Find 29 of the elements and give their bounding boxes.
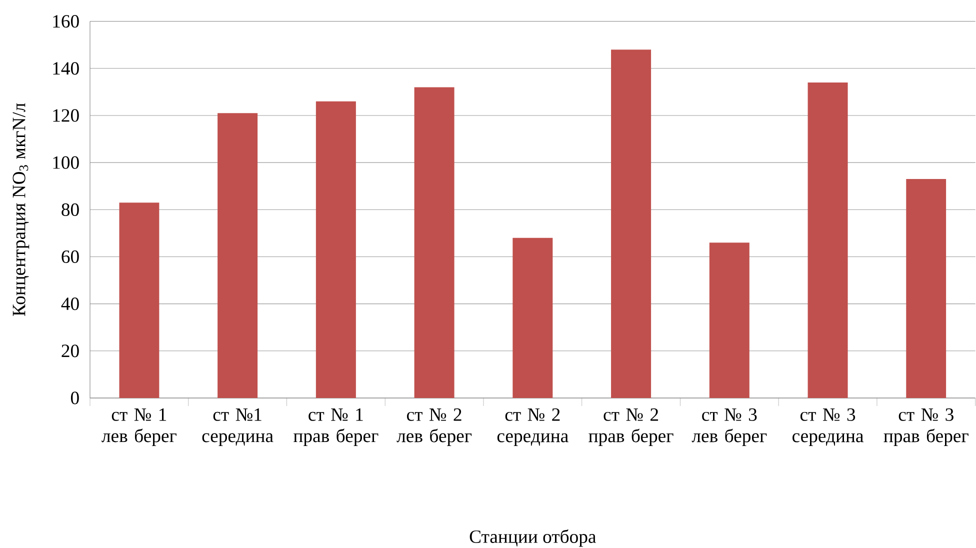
- y-tick-label: 140: [53, 62, 79, 75]
- bar: [709, 242, 750, 398]
- x-tick-label: ст № 2 лев берег: [396, 408, 472, 446]
- y-tick-label: 20: [62, 344, 79, 358]
- bar: [316, 101, 356, 398]
- x-tick-label: ст № 3 лев берег: [692, 408, 767, 446]
- bar: [611, 50, 652, 398]
- y-axis-title: Концентрация NO$_{3}$ мкгN/л: [12, 103, 30, 316]
- x-tick-label: ст № 3 середина: [792, 408, 864, 446]
- y-tick-label: 160: [53, 15, 79, 28]
- y-tick-label: 80: [62, 203, 79, 216]
- x-tick-label: ст № 2 середина: [497, 408, 568, 446]
- bar: [119, 202, 160, 398]
- y-tick-label: 100: [53, 156, 79, 169]
- x-tick-label: ст № 2 прав берег: [588, 408, 674, 446]
- bar: [512, 238, 553, 398]
- y-tick-label: 60: [62, 250, 79, 264]
- bar: [414, 87, 454, 398]
- y-tick-label: 0: [70, 392, 79, 404]
- x-axis-title: Станции отбора: [470, 529, 596, 547]
- x-tick-label: ст №1 середина: [202, 408, 274, 446]
- bar: [808, 82, 848, 398]
- y-tick-label: 120: [53, 109, 79, 122]
- bar: [906, 179, 946, 398]
- x-tick-label: ст № 1 лев берег: [102, 408, 176, 446]
- bar: [218, 113, 258, 398]
- x-tick-label: ст № 1 прав берег: [294, 408, 378, 446]
- x-tick-label: ст № 3 прав берег: [884, 408, 968, 446]
- y-tick-label: 40: [61, 298, 79, 310]
